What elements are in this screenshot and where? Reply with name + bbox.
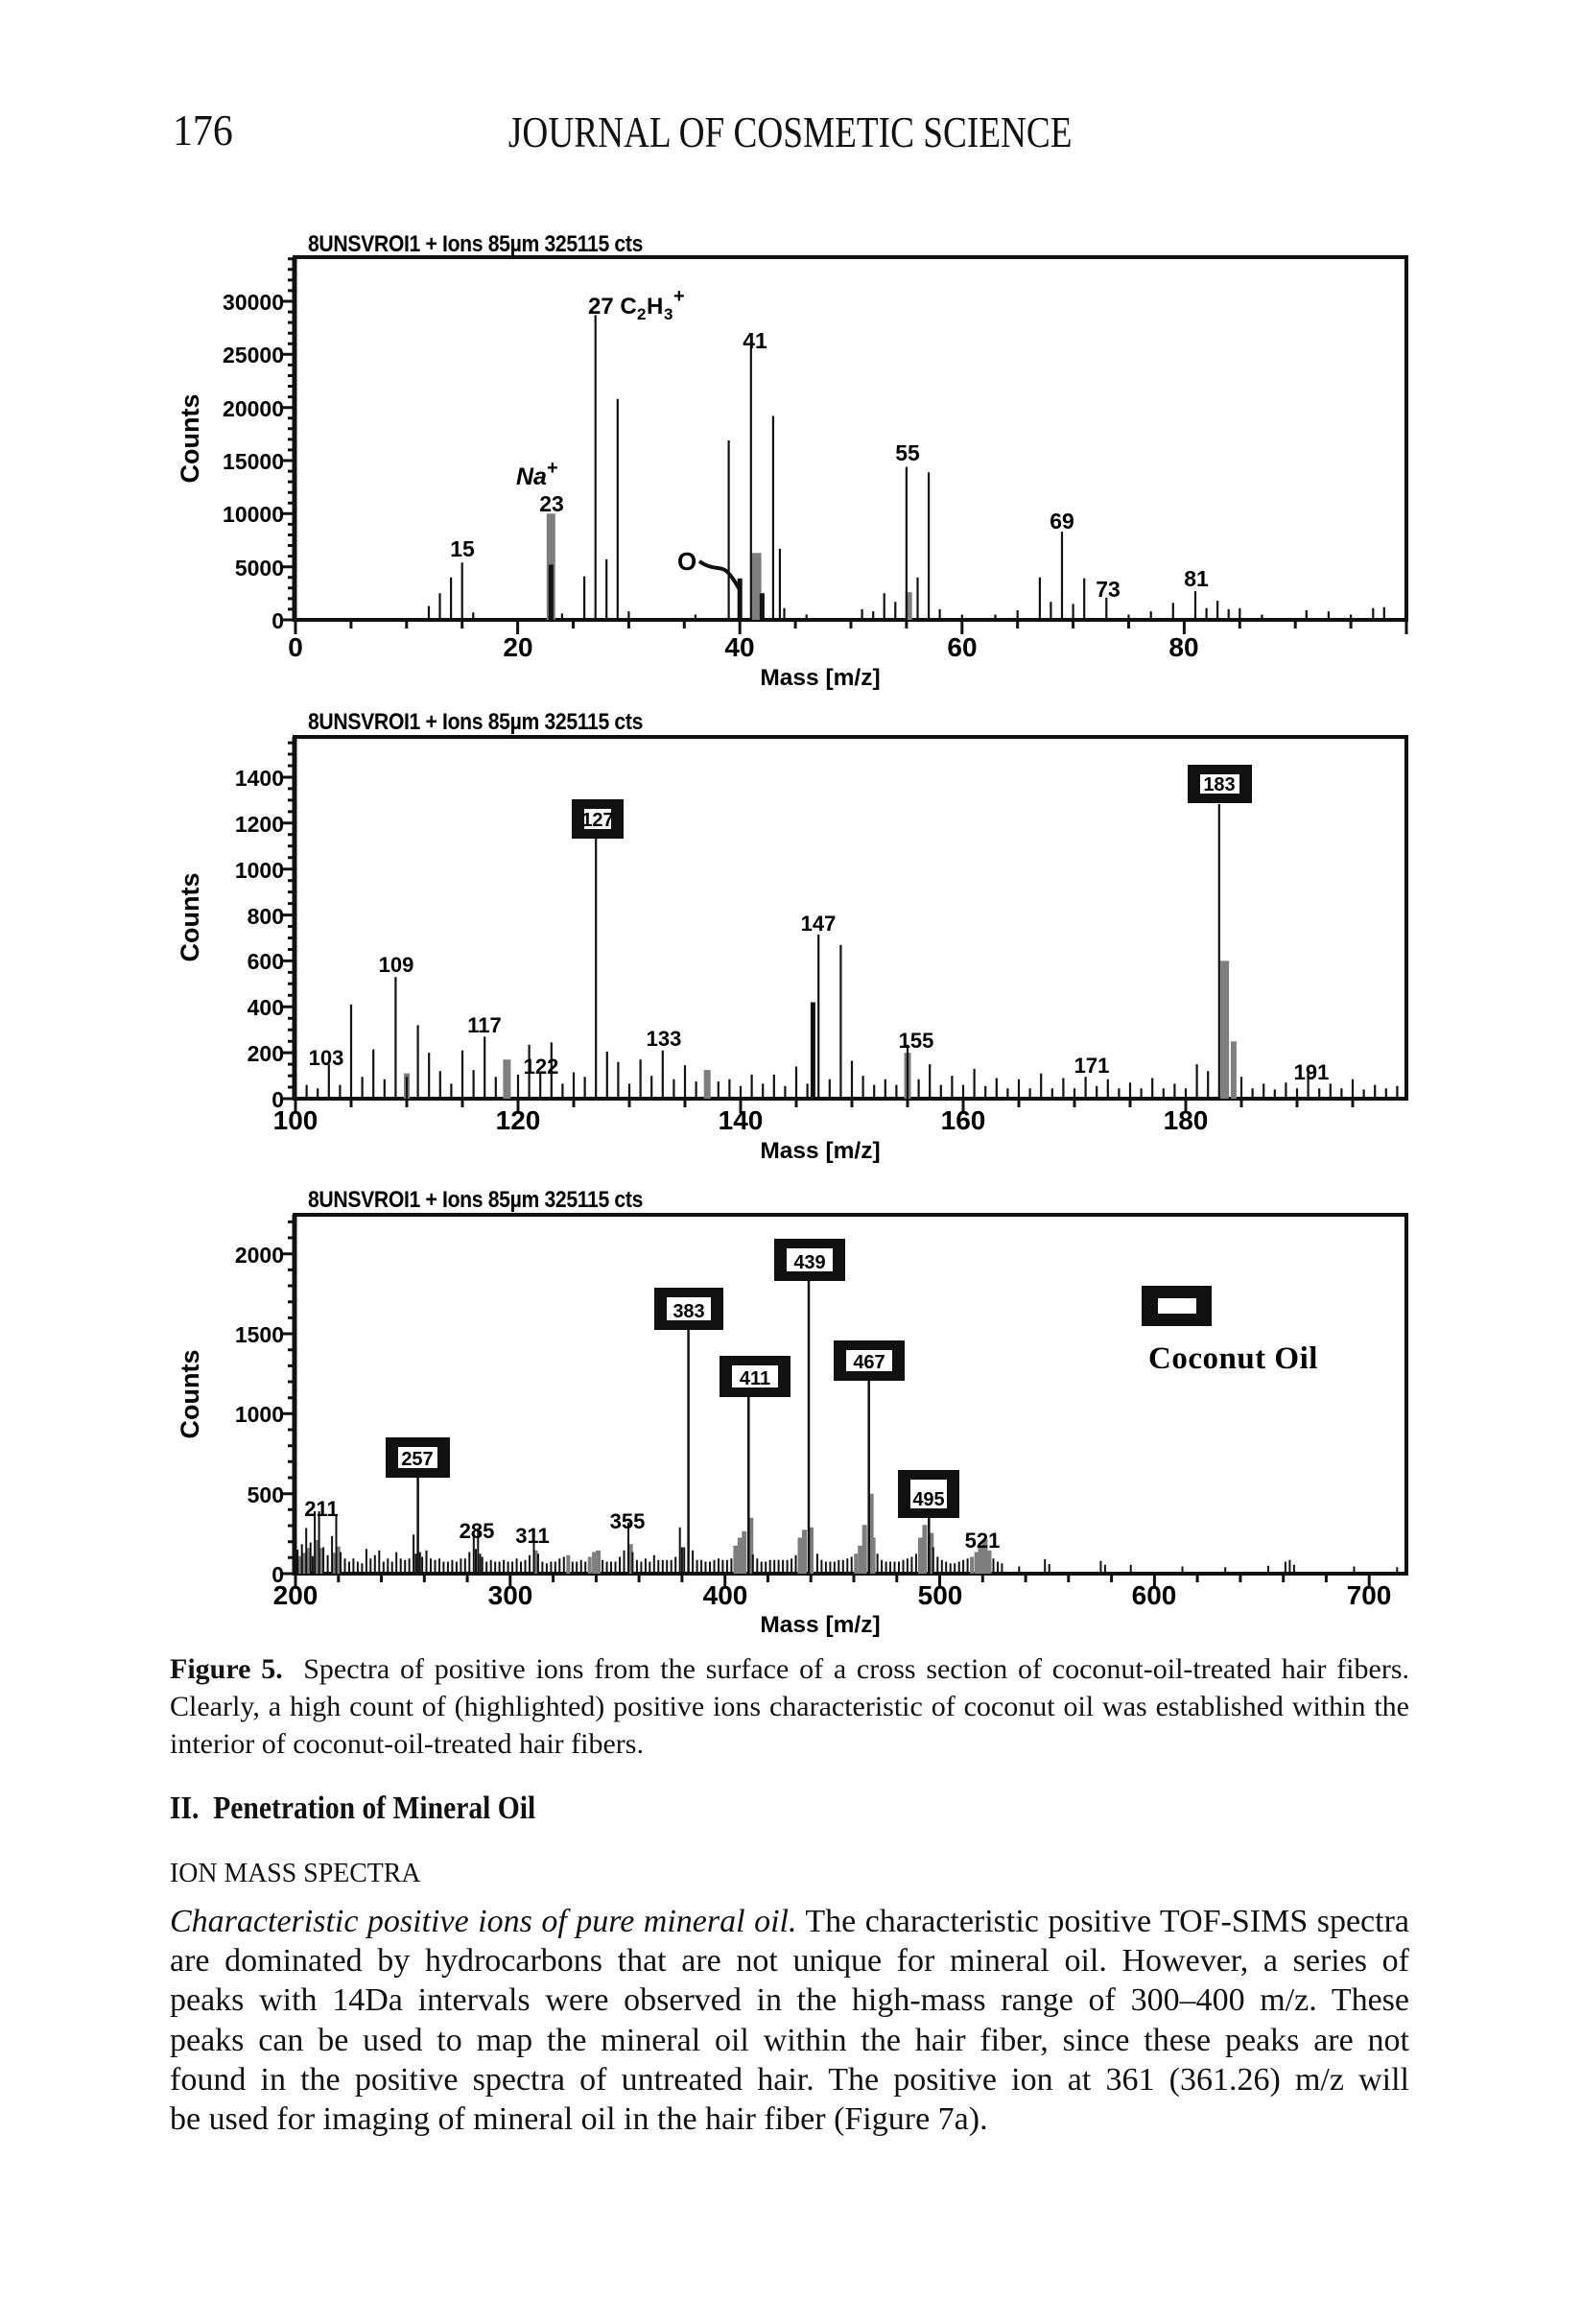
svg-text:800: 800 xyxy=(248,904,284,929)
svg-text:60: 60 xyxy=(947,632,977,662)
svg-text:O: O xyxy=(677,547,696,576)
svg-text:122: 122 xyxy=(524,1055,559,1079)
svg-text:+: + xyxy=(547,458,558,479)
svg-text:+: + xyxy=(673,286,685,307)
svg-text:600: 600 xyxy=(1132,1580,1177,1610)
svg-text:211: 211 xyxy=(304,1497,339,1521)
svg-text:73: 73 xyxy=(1096,577,1121,602)
svg-text:500: 500 xyxy=(248,1482,284,1507)
svg-text:200: 200 xyxy=(273,1580,319,1610)
svg-text:Mass [m/z]: Mass [m/z] xyxy=(760,1138,880,1164)
svg-text:Mass [m/z]: Mass [m/z] xyxy=(760,665,880,691)
svg-text:133: 133 xyxy=(647,1027,682,1051)
svg-text:311: 311 xyxy=(515,1524,550,1548)
svg-text:600: 600 xyxy=(248,949,284,974)
svg-text:8UNSVROI1 + Ions 85µm 325115 c: 8UNSVROI1 + Ions 85µm 325115 cts xyxy=(308,1186,643,1213)
svg-text:15000: 15000 xyxy=(223,449,284,474)
svg-text:41: 41 xyxy=(743,328,767,353)
svg-text:1000: 1000 xyxy=(235,1402,284,1427)
svg-text:20000: 20000 xyxy=(223,396,284,421)
svg-text:155: 155 xyxy=(899,1029,934,1053)
svg-text:700: 700 xyxy=(1347,1580,1392,1610)
svg-text:3: 3 xyxy=(664,305,673,323)
svg-text:27 C: 27 C xyxy=(588,294,637,320)
svg-text:80: 80 xyxy=(1168,632,1198,662)
svg-text:109: 109 xyxy=(379,953,414,977)
svg-text:127: 127 xyxy=(581,810,613,831)
svg-text:10000: 10000 xyxy=(223,502,284,527)
svg-text:1500: 1500 xyxy=(235,1322,284,1347)
svg-text:1200: 1200 xyxy=(235,812,284,837)
svg-text:81: 81 xyxy=(1184,566,1209,591)
svg-text:183: 183 xyxy=(1203,774,1235,795)
svg-text:Counts: Counts xyxy=(176,394,204,484)
svg-text:285: 285 xyxy=(460,1519,495,1543)
svg-text:411: 411 xyxy=(740,1368,770,1389)
svg-text:355: 355 xyxy=(610,1509,646,1533)
svg-text:Mass [m/z]: Mass [m/z] xyxy=(760,1612,880,1638)
svg-text:55: 55 xyxy=(895,440,920,465)
svg-text:180: 180 xyxy=(1164,1105,1209,1135)
svg-text:467: 467 xyxy=(853,1352,885,1373)
svg-text:23: 23 xyxy=(539,491,564,516)
svg-text:147: 147 xyxy=(801,912,837,936)
svg-text:100: 100 xyxy=(273,1105,319,1135)
svg-text:69: 69 xyxy=(1050,509,1074,534)
svg-text:8UNSVROI1 + Ions 85µm 325115 c: 8UNSVROI1 + Ions 85µm 325115 cts xyxy=(308,708,643,735)
svg-text:Coconut Oil: Coconut Oil xyxy=(1148,1341,1318,1376)
svg-text:300: 300 xyxy=(488,1580,533,1610)
svg-text:495: 495 xyxy=(912,1489,944,1510)
svg-text:0: 0 xyxy=(271,608,284,633)
svg-text:400: 400 xyxy=(703,1580,748,1610)
svg-text:0: 0 xyxy=(271,1087,284,1112)
svg-text:1400: 1400 xyxy=(235,766,284,791)
svg-text:171: 171 xyxy=(1074,1054,1110,1078)
svg-text:2000: 2000 xyxy=(235,1243,284,1268)
svg-text:120: 120 xyxy=(496,1105,541,1135)
svg-text:25000: 25000 xyxy=(223,343,284,368)
svg-text:Counts: Counts xyxy=(176,873,204,962)
svg-text:2: 2 xyxy=(637,305,646,323)
svg-text:140: 140 xyxy=(719,1105,764,1135)
svg-text:8UNSVROI1 + Ions 85µm 325115 c: 8UNSVROI1 + Ions 85µm 325115 cts xyxy=(308,230,643,257)
svg-text:H: H xyxy=(647,294,663,320)
svg-text:191: 191 xyxy=(1294,1060,1330,1084)
svg-text:117: 117 xyxy=(467,1013,502,1037)
svg-text:160: 160 xyxy=(941,1105,986,1135)
svg-text:383: 383 xyxy=(673,1301,704,1322)
svg-text:Counts: Counts xyxy=(176,1350,204,1439)
svg-text:400: 400 xyxy=(248,995,284,1020)
svg-text:103: 103 xyxy=(309,1046,344,1070)
svg-text:500: 500 xyxy=(918,1580,963,1610)
svg-text:257: 257 xyxy=(401,1449,433,1470)
svg-text:521: 521 xyxy=(965,1529,1001,1553)
svg-text:40: 40 xyxy=(724,632,754,662)
svg-text:30000: 30000 xyxy=(223,290,284,315)
svg-text:0: 0 xyxy=(288,632,303,662)
svg-text:5000: 5000 xyxy=(235,556,284,581)
svg-text:15: 15 xyxy=(450,536,475,561)
svg-text:Na: Na xyxy=(516,463,547,490)
svg-text:1000: 1000 xyxy=(235,858,284,883)
svg-text:439: 439 xyxy=(793,1252,825,1273)
svg-text:200: 200 xyxy=(248,1041,284,1066)
svg-text:0: 0 xyxy=(271,1562,284,1587)
svg-text:20: 20 xyxy=(503,632,532,662)
